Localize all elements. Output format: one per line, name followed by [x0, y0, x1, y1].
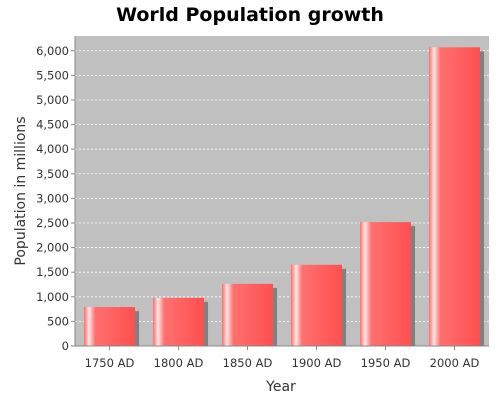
bar	[83, 307, 136, 346]
bar	[290, 264, 343, 346]
y-tick-label: 500	[47, 314, 69, 328]
y-tick-label: 6,000	[36, 44, 69, 58]
y-tick-label: 5,000	[36, 93, 69, 107]
bar	[152, 297, 205, 346]
bar	[428, 47, 481, 347]
y-tick-label: 0	[62, 339, 69, 353]
y-tick-label: 4,000	[36, 142, 69, 156]
y-tick-label: 1,500	[36, 265, 69, 279]
y-tick-label: 4,500	[36, 118, 69, 132]
y-tick-label: 3,000	[36, 191, 69, 205]
bar	[221, 283, 274, 346]
y-tick-label: 1,000	[36, 290, 69, 304]
plot-area	[75, 36, 489, 346]
x-tick-label: 1950 AD	[361, 356, 411, 370]
y-tick-label: 2,500	[36, 216, 69, 230]
x-tick-label: 1750 AD	[85, 356, 135, 370]
y-ticks: 0 500 1,000 1,500 2,000 2,500 3,000 3,500 4,000 4…	[36, 44, 75, 353]
y-tick-label: 2,000	[36, 241, 69, 255]
y-axis-label: Population in millions	[13, 116, 29, 265]
y-tick-label: 5,500	[36, 68, 69, 82]
x-ticks: 1750 AD 1800 AD 1850 AD 1900 AD 1950 AD 2000 …	[85, 346, 480, 370]
gridlines	[75, 50, 489, 322]
x-tick-label: 2000 AD	[430, 356, 480, 370]
x-tick-label: 1850 AD	[223, 356, 273, 370]
bars	[83, 47, 485, 347]
x-axis-label: Year	[265, 379, 296, 395]
x-tick-label: 1800 AD	[154, 356, 204, 370]
y-tick-label: 3,500	[36, 167, 69, 181]
x-tick-label: 1900 AD	[292, 356, 342, 370]
chart-title: World Population growth	[116, 4, 384, 26]
bar	[359, 222, 412, 346]
